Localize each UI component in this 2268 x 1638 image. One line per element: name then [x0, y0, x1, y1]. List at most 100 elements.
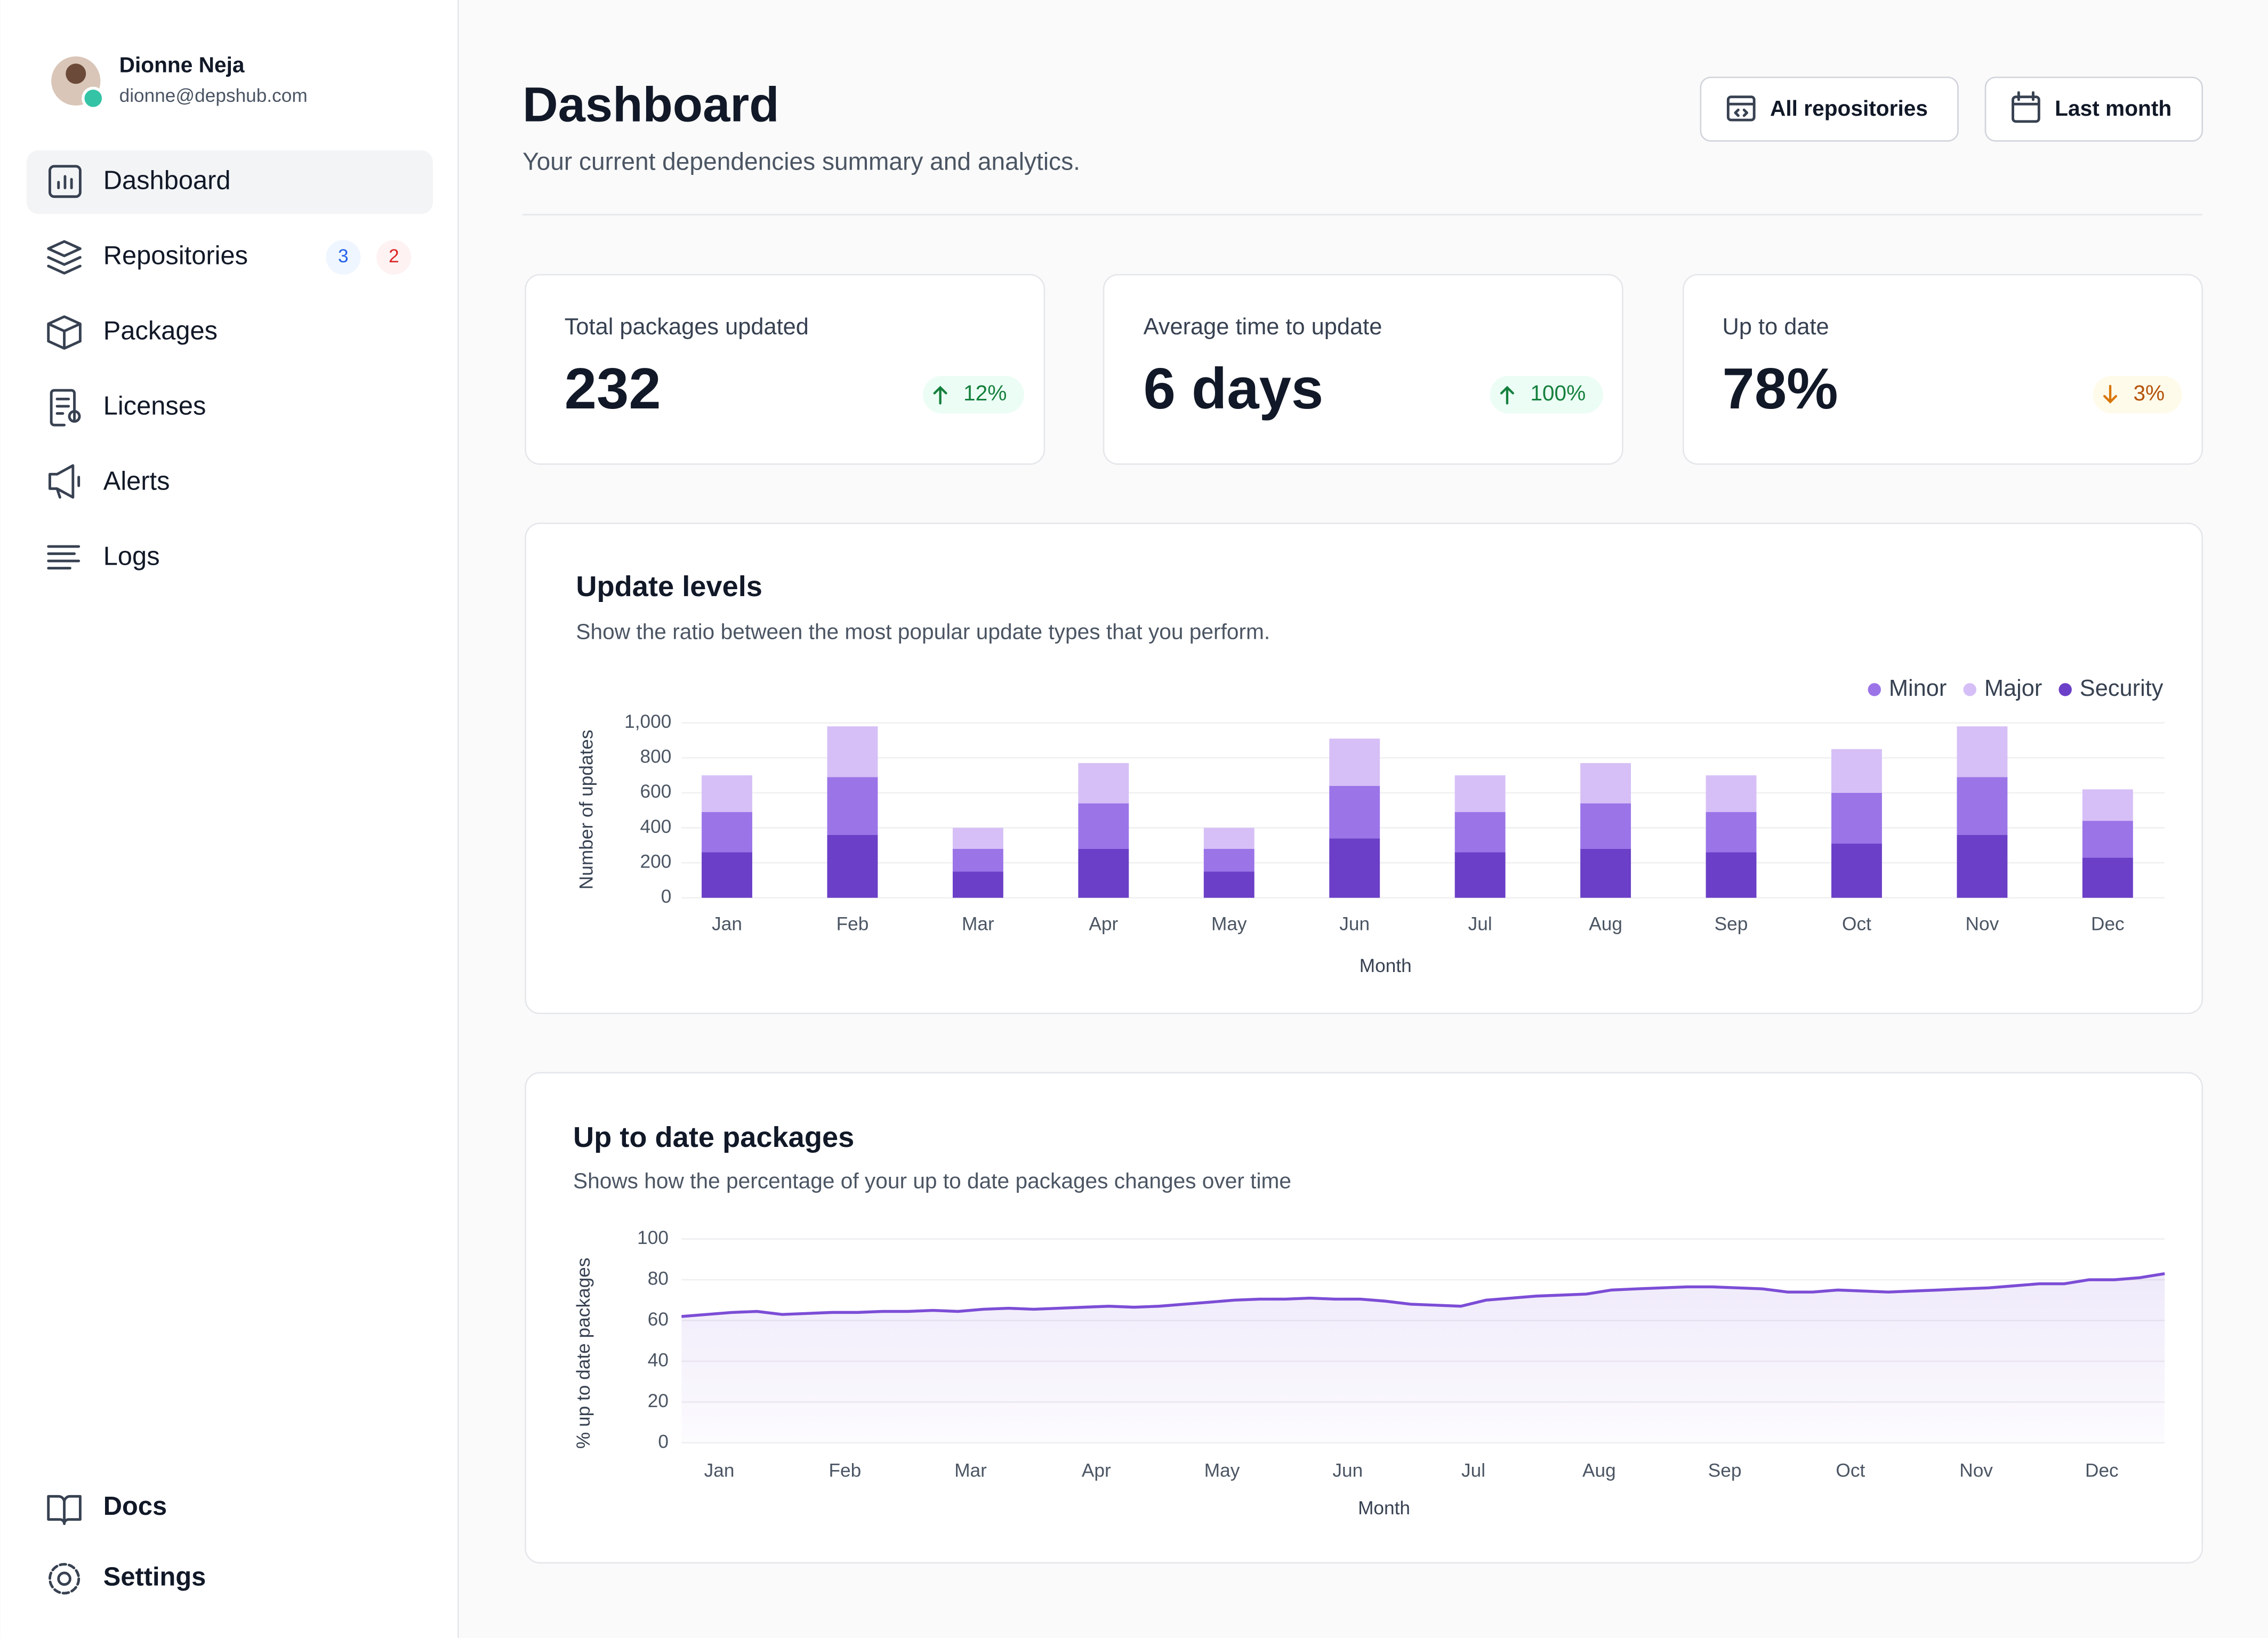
x-axis-title: Month	[1360, 956, 1412, 976]
bar-segment	[827, 834, 878, 898]
y-tick-label: 600	[640, 781, 672, 802]
bar-segment	[1831, 792, 1882, 844]
y-tick-label: 20	[648, 1391, 669, 1411]
bar-segment	[1580, 848, 1631, 898]
legend-label: Major	[1984, 676, 2042, 701]
bar-segment	[1831, 749, 1882, 793]
legend-swatch	[1963, 683, 1976, 696]
bar-segment	[702, 775, 752, 813]
bar-segment	[1329, 838, 1380, 898]
x-tick-label: Oct	[1836, 1460, 1865, 1481]
legend-swatch	[2058, 683, 2072, 696]
x-tick-label: Jul	[1468, 914, 1492, 935]
user-name: Dionne Neja	[119, 52, 245, 77]
x-tick-label: Aug	[1589, 914, 1622, 935]
avatar-face	[66, 63, 86, 84]
x-tick-label: Apr	[1089, 914, 1118, 935]
stat-card	[1103, 274, 1623, 465]
sidebar	[1, 0, 458, 1638]
bar-segment	[1203, 828, 1254, 849]
badge	[326, 240, 361, 275]
bar-segment	[702, 852, 752, 898]
chart-title: Update levels	[576, 571, 762, 603]
page-subtitle: Your current dependencies summary and an…	[522, 148, 1080, 175]
bar-segment	[1203, 848, 1254, 872]
x-tick-label: Jan	[704, 1460, 735, 1481]
y-tick-label: 100	[637, 1227, 669, 1248]
bar-segment	[1706, 852, 1757, 898]
button-label: Last month	[2055, 96, 2172, 121]
bar-segment	[2082, 789, 2133, 821]
stat-change: 3%	[2133, 381, 2165, 405]
nav-label[interactable]: Logs	[103, 542, 160, 571]
bar-segment	[702, 812, 752, 853]
nav-label[interactable]: Settings	[103, 1563, 206, 1592]
chart-subtitle: Show the ratio between the most popular …	[576, 619, 1270, 644]
x-tick-label: Apr	[1082, 1460, 1111, 1481]
y-tick-label: 800	[640, 746, 672, 767]
x-tick-label: Sep	[1715, 914, 1748, 935]
bar-segment	[2082, 857, 2133, 898]
nav-label[interactable]: Repositories	[103, 242, 248, 270]
nav-label[interactable]: Packages	[103, 317, 218, 346]
line	[681, 1272, 2165, 1318]
x-tick-label: Dec	[2085, 1460, 2119, 1481]
x-tick-label: May	[1204, 1460, 1240, 1481]
bar-segment	[1078, 848, 1129, 898]
nav-label[interactable]: Docs	[103, 1492, 167, 1521]
icon	[2012, 95, 2040, 123]
x-tick-label: Aug	[1582, 1460, 1616, 1481]
y-tick-label: 1,000	[624, 711, 671, 732]
y-tick-label: 80	[648, 1268, 669, 1289]
button-label: All repositories	[1770, 96, 1928, 121]
y-axis-title: % up to date packages	[573, 1258, 594, 1449]
stat-card	[525, 274, 1045, 465]
bar-segment	[1706, 812, 1757, 853]
badge-text: 3	[338, 246, 349, 267]
nav-label[interactable]: Alerts	[103, 467, 170, 495]
legend-label: Minor	[1889, 676, 1947, 701]
nav-active	[27, 150, 433, 214]
bar-segment	[1454, 775, 1506, 813]
stat-label: Total packages updated	[565, 314, 809, 340]
chart-subtitle: Shows how the percentage of your up to d…	[573, 1169, 1291, 1193]
x-axis-title: Month	[1358, 1498, 1410, 1519]
button[interactable]	[1700, 76, 1959, 142]
x-tick-label: Mar	[962, 914, 994, 935]
user-email: dionne@depshub.com	[119, 85, 308, 106]
legend-label: Security	[2080, 676, 2164, 701]
y-tick-label: 0	[658, 1431, 669, 1452]
chart-title: Up to date packages	[573, 1121, 854, 1153]
badge-text: 2	[389, 246, 399, 267]
badge	[376, 240, 412, 275]
x-tick-label: May	[1211, 914, 1247, 935]
bar-segment	[1329, 738, 1380, 786]
x-tick-label: Oct	[1842, 914, 1871, 935]
bar-segment	[1957, 834, 2008, 898]
y-tick-label: 60	[648, 1309, 669, 1330]
nav-label[interactable]: Licenses	[103, 392, 206, 421]
button[interactable]	[1984, 76, 2203, 142]
bar-segment	[952, 848, 1003, 872]
change-badge	[923, 375, 1024, 414]
bar-segment	[1454, 812, 1506, 853]
stat-value: 6 days	[1144, 356, 1324, 421]
nav-icons	[47, 165, 82, 1595]
stat-value: 232	[565, 356, 661, 421]
avatar-badge	[82, 86, 105, 110]
bar-segment	[1957, 726, 2008, 777]
nav-label[interactable]: Dashboard	[103, 166, 231, 195]
x-tick-label: Jul	[1461, 1460, 1485, 1481]
y-axis-title: Number of updates	[576, 730, 597, 890]
bar-segment	[1203, 871, 1254, 898]
bar-segment	[1580, 763, 1631, 804]
icon	[1726, 95, 1756, 122]
bar-segment	[2082, 821, 2133, 858]
stat-change: 12%	[963, 381, 1007, 405]
legend-swatch	[1868, 683, 1881, 696]
bar-segment	[952, 871, 1003, 898]
x-tick-label: Jun	[1332, 1460, 1363, 1481]
stat-card	[1682, 274, 2203, 465]
change-badge	[1490, 375, 1603, 414]
